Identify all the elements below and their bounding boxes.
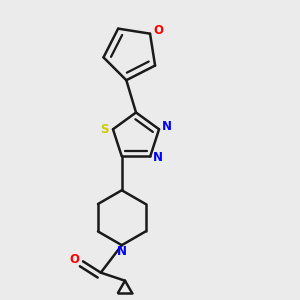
Text: S: S xyxy=(100,123,108,136)
Text: N: N xyxy=(117,244,127,257)
Text: N: N xyxy=(153,152,163,164)
Text: O: O xyxy=(69,253,79,266)
Text: N: N xyxy=(162,120,172,133)
Text: O: O xyxy=(153,24,163,37)
